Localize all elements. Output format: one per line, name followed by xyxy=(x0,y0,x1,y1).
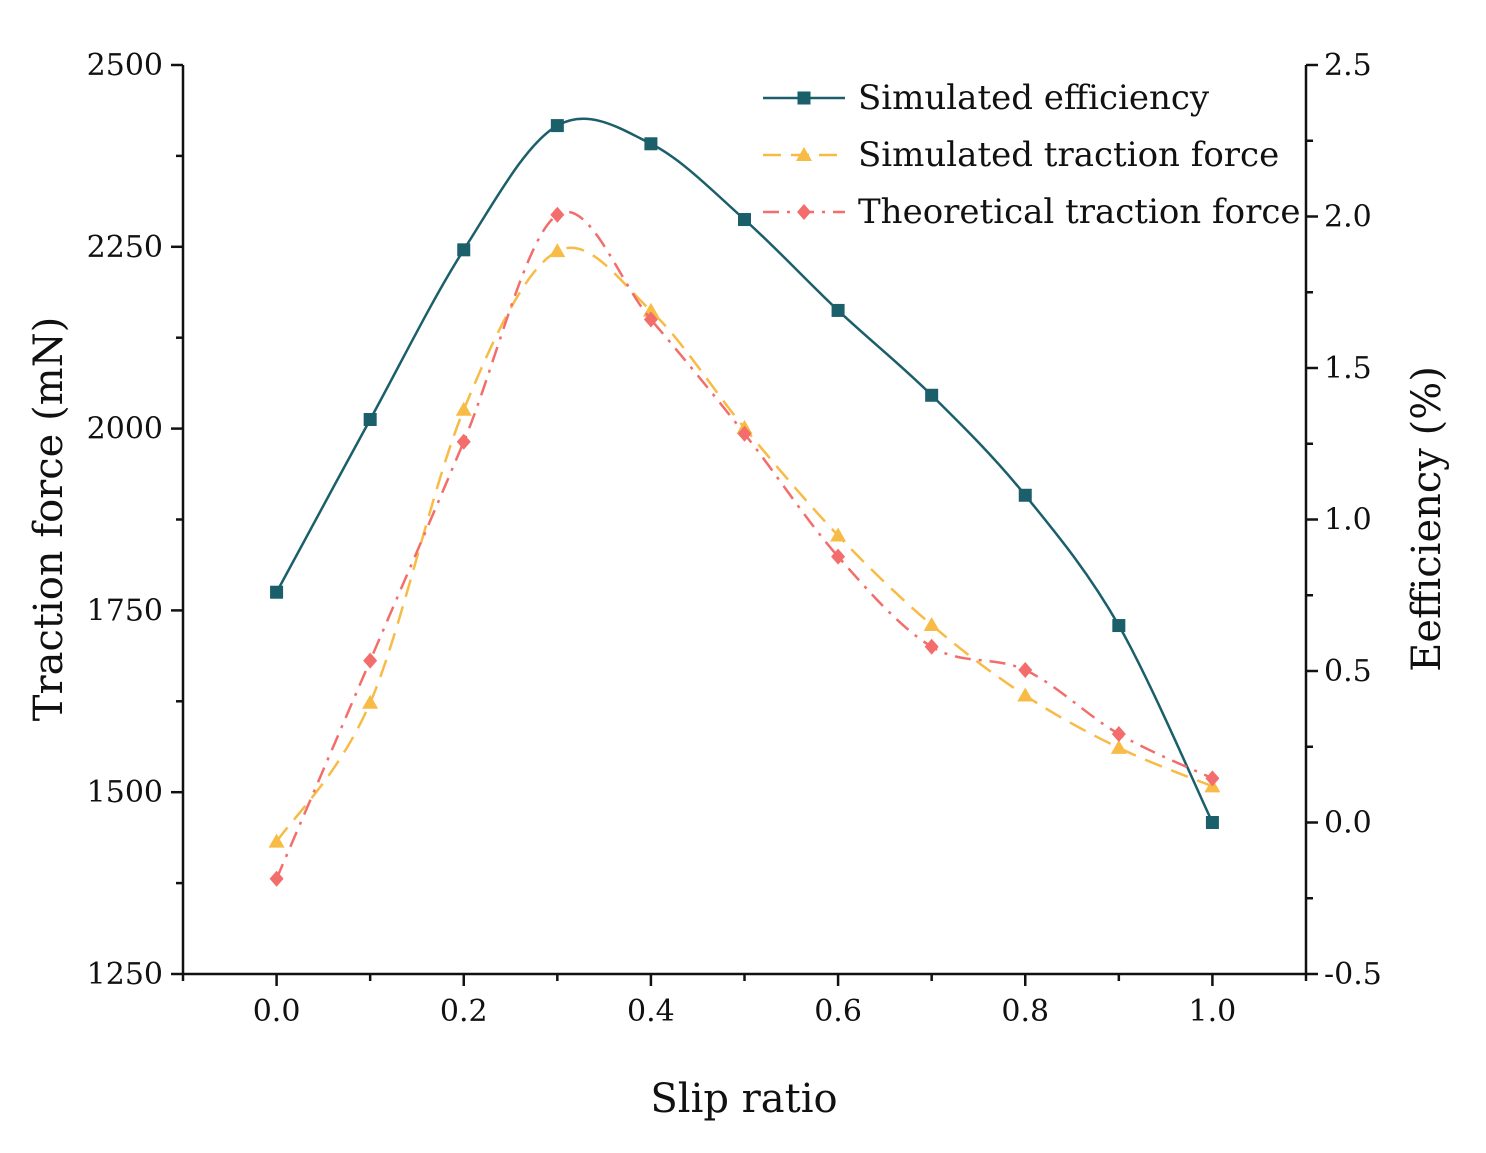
legend-label: Theoretical traction force xyxy=(858,192,1300,232)
data-point xyxy=(457,243,471,257)
x-tick-label: 0.0 xyxy=(253,994,301,1029)
y-axis-left-title: Traction force (mN) xyxy=(26,317,72,721)
legend: Simulated efficiency Simulated traction f… xyxy=(763,78,1300,232)
y-left-tick-label: 2250 xyxy=(87,230,163,265)
series-3 xyxy=(269,206,1220,887)
y-axis-right-title: Eefficiency (%) xyxy=(1404,366,1450,672)
data-point xyxy=(924,638,939,655)
data-point xyxy=(550,119,564,133)
data-point xyxy=(1018,662,1033,679)
series-layer xyxy=(268,117,1221,887)
data-point xyxy=(737,425,752,442)
data-point xyxy=(1017,687,1034,702)
data-point xyxy=(363,413,377,427)
data-point xyxy=(549,243,566,258)
data-point xyxy=(925,388,939,402)
y-left-tick-label: 2500 xyxy=(87,48,163,83)
series-2 xyxy=(268,243,1221,848)
y-left-tick-label: 1500 xyxy=(87,775,163,810)
y-right-tick-label: -0.5 xyxy=(1324,957,1382,992)
y-left-tick-label: 2000 xyxy=(87,412,163,447)
y-right-tick-label: 1.5 xyxy=(1324,351,1372,386)
data-point xyxy=(1112,619,1126,633)
y-left-tick-label: 1750 xyxy=(87,593,163,628)
data-point xyxy=(643,311,658,328)
y-left-tick-label: 1250 xyxy=(87,957,163,992)
legend-label: Simulated efficiency xyxy=(858,78,1210,118)
legend-swatch-marker xyxy=(797,204,811,220)
y-right-tick-label: 0.5 xyxy=(1324,654,1372,689)
data-point xyxy=(644,137,658,151)
x-axis-title: Slip ratio xyxy=(650,1076,837,1122)
legend-swatch-marker xyxy=(796,147,812,161)
data-point xyxy=(456,433,471,450)
series-line xyxy=(275,210,1213,880)
data-point xyxy=(1205,770,1220,787)
series-1 xyxy=(270,117,1219,829)
data-point xyxy=(923,616,940,631)
data-point xyxy=(1111,726,1126,743)
data-point xyxy=(550,206,565,223)
x-tick-label: 0.8 xyxy=(1001,994,1049,1029)
x-tick-label: 0.4 xyxy=(627,994,675,1029)
data-point xyxy=(738,213,751,227)
data-point xyxy=(455,401,472,416)
x-tick-label: 0.2 xyxy=(440,994,488,1029)
data-point xyxy=(1110,739,1127,754)
data-point xyxy=(269,870,284,887)
data-point xyxy=(270,585,284,599)
legend-label: Simulated traction force xyxy=(858,135,1279,175)
y-right-tick-label: 2.5 xyxy=(1324,48,1372,83)
data-point xyxy=(1018,488,1032,502)
data-point xyxy=(831,303,845,317)
axes: 0.0 0.2 0.4 0.6 0.8 1.0 1250 1500 1750 2000 2250 25… xyxy=(87,48,1382,1029)
y-right-tick-label: 1.0 xyxy=(1324,503,1372,538)
data-point xyxy=(362,694,379,709)
data-point xyxy=(830,527,847,542)
data-point xyxy=(268,833,285,848)
y-right-tick-label: 2.0 xyxy=(1324,200,1372,235)
data-point xyxy=(1205,816,1219,829)
x-tick-label: 1.0 xyxy=(1189,994,1237,1029)
series-line xyxy=(275,246,1213,843)
x-tick-label: 0.6 xyxy=(814,994,862,1029)
legend-swatch-marker xyxy=(797,91,811,105)
data-point xyxy=(831,548,846,565)
y-right-tick-label: 0.0 xyxy=(1324,806,1372,841)
data-point xyxy=(363,652,378,669)
